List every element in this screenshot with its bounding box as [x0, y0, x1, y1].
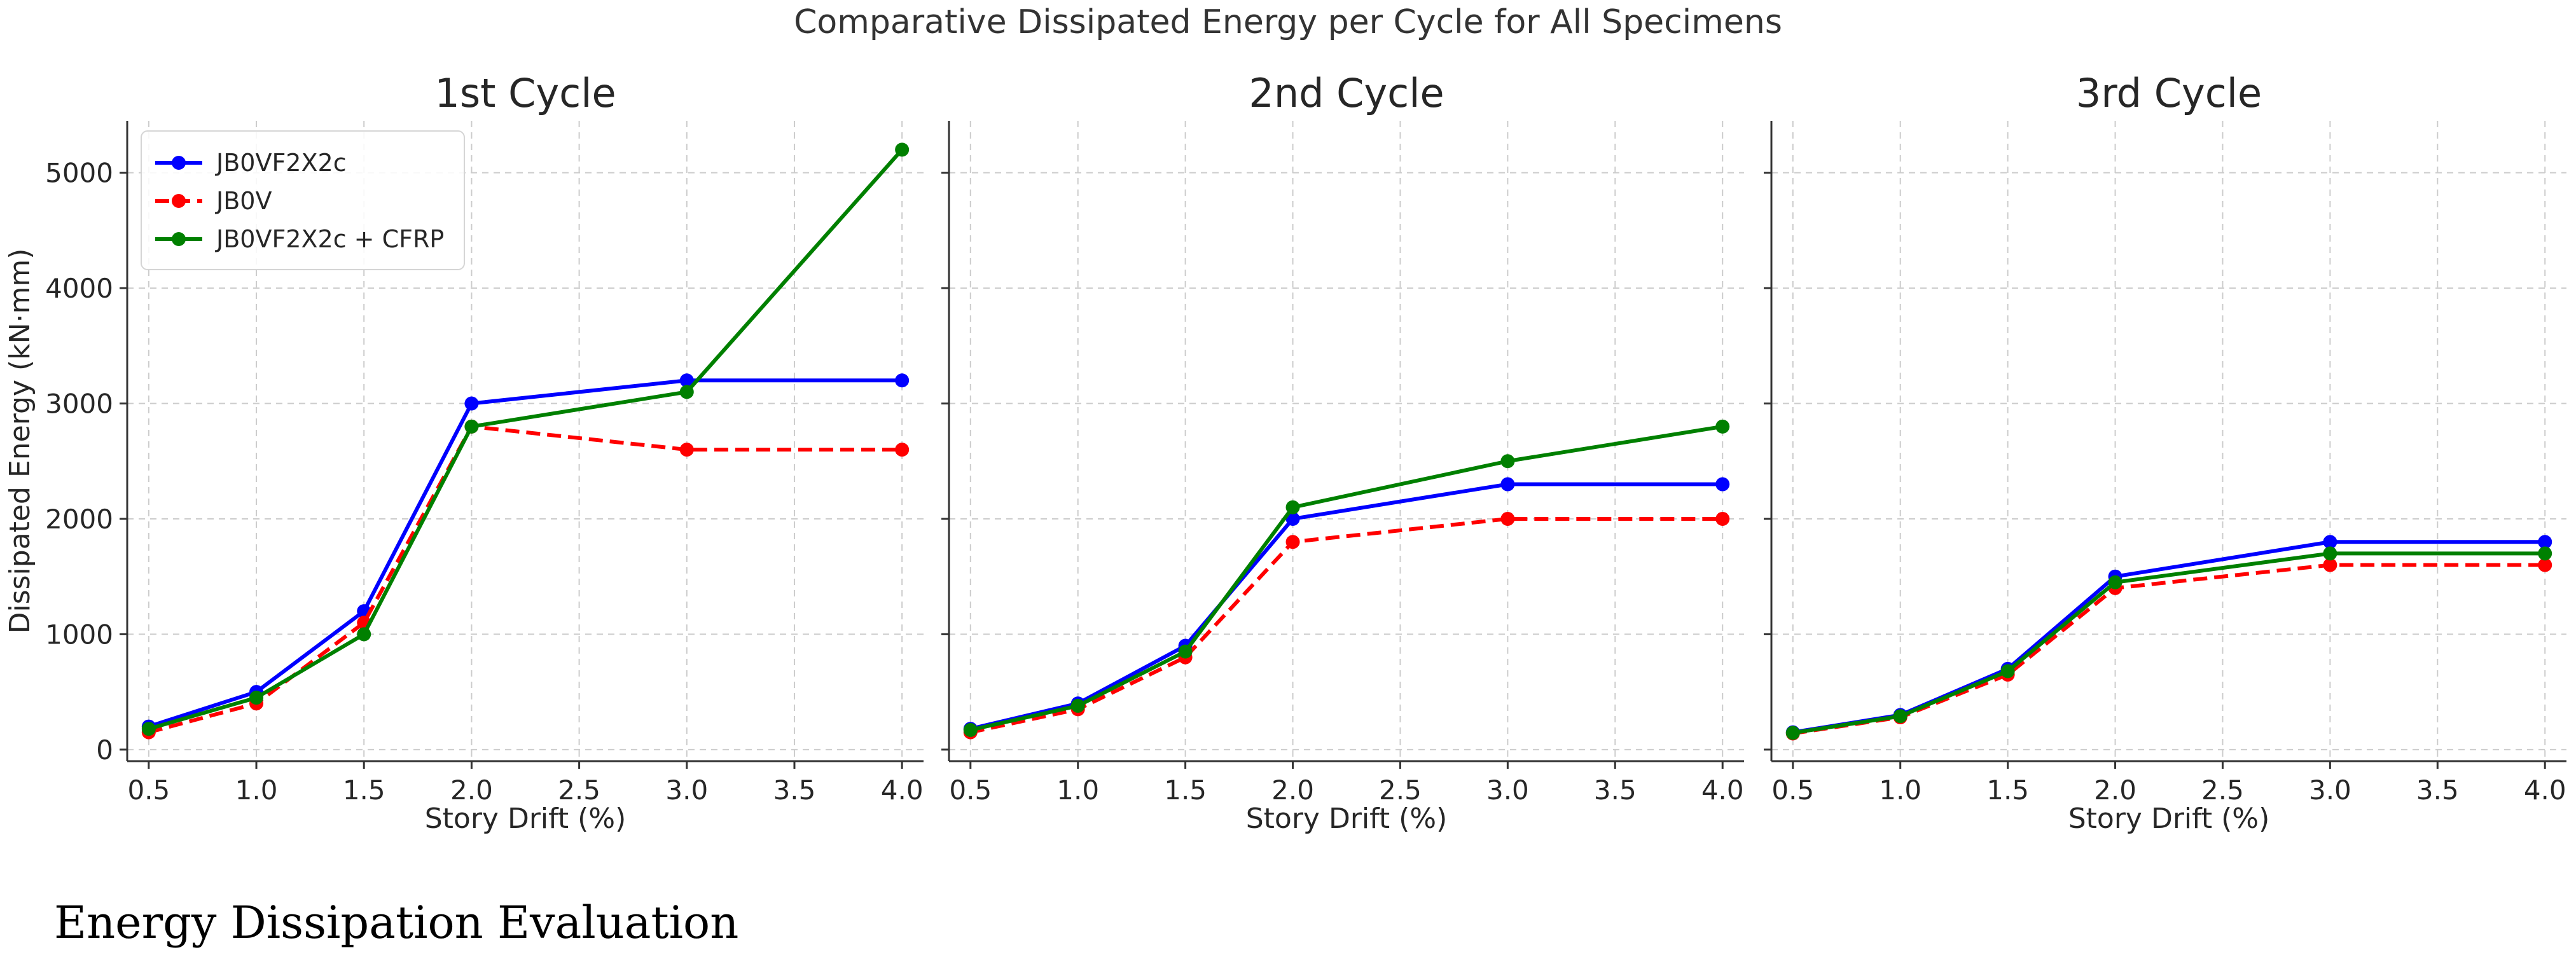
- panel-title: 1st Cycle: [434, 70, 616, 116]
- x-axis-label: Story Drift (%): [1246, 802, 1448, 835]
- data-point-jb0vf2x2c-cfrp: [357, 627, 371, 642]
- x-tick-label: 2.0: [1271, 775, 1314, 806]
- x-tick-label: 0.5: [949, 775, 992, 806]
- legend-label-jb0v: JB0V: [215, 187, 272, 215]
- data-point-jb0vf2x2c-cfrp: [1715, 419, 1730, 434]
- data-point-jb0vf2x2c-cfrp: [679, 385, 694, 399]
- figure-caption: Energy Dissipation Evaluation: [54, 897, 738, 949]
- y-tick-label: 0: [96, 734, 113, 766]
- x-tick-label: 1.5: [1986, 775, 2029, 806]
- legend-marker-jb0v: [172, 194, 186, 208]
- data-point-jb0vf2x2c: [895, 373, 910, 388]
- x-tick-label: 4.0: [1701, 775, 1744, 806]
- data-point-jb0vf2x2c-cfrp: [141, 722, 156, 736]
- x-tick-label: 4.0: [2524, 775, 2566, 806]
- x-tick-label: 3.5: [1594, 775, 1637, 806]
- data-point-jb0v: [1285, 535, 1300, 549]
- series-line-jb0vf2x2c-cfrp: [1792, 551, 2545, 735]
- x-tick-label: 3.0: [2309, 775, 2351, 806]
- x-tick-label: 3.5: [2416, 775, 2459, 806]
- x-axis-label: Story Drift (%): [2068, 802, 2270, 835]
- data-point-jb0vf2x2c-cfrp: [2108, 575, 2122, 589]
- data-point-jb0vf2x2c: [1500, 477, 1515, 492]
- series-line-jb0vf2x2c-cfrp: [148, 148, 904, 731]
- series-line-jb0vf2x2c-cfrp: [970, 424, 1723, 732]
- x-tick-label: 4.0: [881, 775, 924, 806]
- legend-label-jb0vf2x2c: JB0VF2X2c: [215, 149, 347, 177]
- chart-panels: 0.5 1.0 1.5 2.0 2.5 3.0 3.5 4.0 0 1000 2000 3000 400…: [4, 70, 2566, 835]
- x-tick-label: 1.5: [343, 775, 385, 806]
- x-tick-label: 0.5: [1771, 775, 1814, 806]
- data-point-jb0v: [2323, 558, 2337, 572]
- legend-label-jb0vf2x2c-cfrp: JB0VF2X2c + CFRP: [215, 225, 444, 253]
- data-point-jb0vf2x2c: [2323, 535, 2337, 549]
- x-tick-label: 1.5: [1164, 775, 1207, 806]
- legend-marker-jb0vf2x2c-cfrp: [172, 232, 186, 246]
- panel-title: 2nd Cycle: [1249, 70, 1444, 116]
- data-point-jb0v: [679, 443, 694, 457]
- data-point-jb0vf2x2c: [464, 396, 479, 411]
- series-line-jb0vf2x2c: [1792, 540, 2545, 734]
- x-tick-label: 3.0: [1486, 775, 1529, 806]
- x-tick-label: 2.5: [2201, 775, 2244, 806]
- panel-title: 3rd Cycle: [2076, 70, 2262, 116]
- data-point-jb0vf2x2c-cfrp: [1285, 500, 1300, 514]
- chart-panel-1st-cycle: 0.5 1.0 1.5 2.0 2.5 3.0 3.5 4.0 0 1000 2000 3000 400…: [4, 70, 924, 835]
- x-tick-label: 2.5: [558, 775, 600, 806]
- data-point-jb0v: [2538, 558, 2552, 572]
- chart-panel-3rd-cycle: 0.5 1.0 1.5 2.0 2.5 3.0 3.5 4.0 3rd Cycle Story D…: [1764, 70, 2566, 835]
- y-tick-label: 5000: [45, 158, 113, 189]
- data-point-jb0vf2x2c-cfrp: [2538, 546, 2552, 561]
- data-point-jb0vf2x2c: [1715, 477, 1730, 492]
- series-line-jb0v: [1792, 563, 2545, 736]
- figure-title: Comparative Dissipated Energy per Cycle …: [794, 3, 1782, 41]
- x-tick-label: 1.0: [235, 775, 278, 806]
- data-point-jb0vf2x2c-cfrp: [1893, 709, 1908, 724]
- data-point-jb0vf2x2c-cfrp: [1178, 644, 1193, 659]
- data-point-jb0vf2x2c-cfrp: [464, 419, 479, 434]
- x-tick-label: 2.5: [1379, 775, 1422, 806]
- data-point-jb0v: [1500, 511, 1515, 526]
- series-line-jb0vf2x2c: [970, 482, 1723, 731]
- series-line-jb0v: [970, 516, 1723, 734]
- x-axis-label: Story Drift (%): [425, 802, 627, 835]
- series-line-jb0v: [148, 424, 903, 734]
- x-tick-label: 3.0: [665, 775, 708, 806]
- legend-marker-jb0vf2x2c: [172, 156, 186, 170]
- data-point-jb0vf2x2c-cfrp: [963, 723, 978, 738]
- data-point-jb0vf2x2c-cfrp: [895, 142, 910, 157]
- y-tick-label: 3000: [45, 389, 113, 420]
- legend: JB0VF2X2c JB0V JB0VF2X2c + CFRP: [141, 130, 465, 270]
- data-point-jb0vf2x2c-cfrp: [2000, 664, 2015, 678]
- y-tick-label: 1000: [45, 619, 113, 650]
- y-tick-label: 2000: [45, 504, 113, 535]
- data-point-jb0vf2x2c-cfrp: [1785, 726, 1800, 740]
- y-tick-label: 4000: [45, 273, 113, 304]
- x-tick-label: 3.5: [773, 775, 816, 806]
- x-tick-label: 0.5: [127, 775, 170, 806]
- chart-panel-2nd-cycle: 0.5 1.0 1.5 2.0 2.5 3.0 3.5 4.0 2nd Cycle Story D…: [941, 70, 1744, 835]
- y-axis-label: Dissipated Energy (kN·mm): [4, 249, 36, 634]
- data-point-jb0vf2x2c: [679, 373, 694, 388]
- series-line-jb0vf2x2c: [148, 378, 903, 729]
- data-point-jb0vf2x2c-cfrp: [249, 691, 264, 705]
- data-point-jb0vf2x2c-cfrp: [2323, 546, 2337, 561]
- data-point-jb0v: [1715, 511, 1730, 526]
- x-tick-label: 2.0: [2094, 775, 2136, 806]
- data-point-jb0vf2x2c: [1285, 511, 1300, 526]
- legend-box: [141, 130, 465, 270]
- x-tick-label: 2.0: [450, 775, 493, 806]
- x-tick-label: 1.0: [1879, 775, 1922, 806]
- data-point-jb0vf2x2c-cfrp: [1070, 698, 1085, 713]
- x-tick-label: 1.0: [1056, 775, 1099, 806]
- data-point-jb0vf2x2c: [2538, 535, 2552, 549]
- data-point-jb0v: [895, 443, 910, 457]
- data-point-jb0vf2x2c-cfrp: [1500, 454, 1515, 469]
